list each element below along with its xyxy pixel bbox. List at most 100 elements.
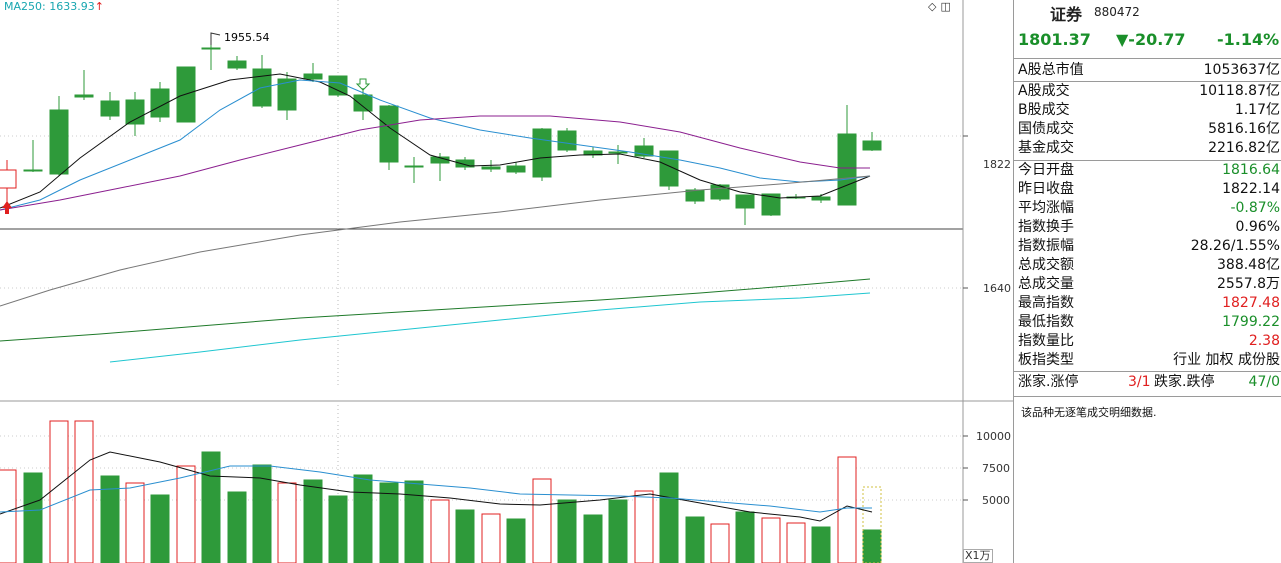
ma20-line	[0, 115, 870, 211]
market-cap-value: 1053637亿	[1203, 62, 1280, 78]
stat-label: 今日开盘	[1018, 162, 1074, 178]
volume-tick-5000: 5000	[982, 494, 1010, 507]
stat-value: 388.48亿	[1217, 257, 1280, 273]
candle-body	[634, 145, 654, 157]
up-value: 3/1	[1128, 374, 1151, 390]
volume-bar	[100, 475, 120, 563]
stat-label: 昨日收盘	[1018, 181, 1074, 197]
volume-bar	[404, 480, 424, 563]
volume-bar	[125, 482, 145, 563]
candle-body	[303, 73, 323, 80]
volume-bar	[277, 482, 297, 563]
ma120-line	[0, 278, 871, 342]
trade-row: A股成交 10118.87亿	[1014, 82, 1281, 101]
stat-label: 指数量比	[1018, 333, 1074, 349]
stat-label: 总成交量	[1018, 276, 1074, 292]
sector-code: 880472	[1094, 5, 1140, 19]
stat-row: 平均涨幅 -0.87%	[1014, 199, 1281, 218]
candle-body	[735, 194, 755, 209]
no-tick-data-message: 该品种无逐笔成交明细数据.	[1021, 406, 1157, 419]
volume-bar	[557, 499, 577, 563]
trade-row: B股成交 1.17亿	[1014, 101, 1281, 120]
stat-value: 1799.22	[1222, 314, 1280, 330]
settings-icon[interactable]: ◫	[940, 0, 951, 13]
trade-row: 国债成交 5816.16亿	[1014, 120, 1281, 139]
volume-bar	[379, 482, 399, 563]
volume-bar	[303, 479, 323, 563]
candle-body	[100, 100, 120, 117]
volume-bar	[176, 465, 196, 563]
candle-body	[353, 94, 373, 112]
divider	[1014, 160, 1281, 161]
candle-body	[23, 169, 43, 172]
market-cap-label: A股总市值	[1018, 62, 1084, 78]
stat-label: 板指类型	[1018, 352, 1074, 368]
volume-unit-button[interactable]: X1万	[963, 549, 993, 563]
volume-bar	[659, 472, 679, 563]
stat-row: 指数换手 0.96%	[1014, 218, 1281, 237]
stat-value: 28.26/1.55%	[1190, 238, 1280, 254]
volume-bar	[862, 529, 882, 563]
trade-label: B股成交	[1018, 102, 1070, 118]
stat-row: 最高指数 1827.48	[1014, 294, 1281, 313]
stat-value: 1822.14	[1222, 181, 1280, 197]
volume-bar	[328, 495, 348, 563]
volume-bar	[786, 522, 806, 563]
stat-row: 最低指数 1799.22	[1014, 313, 1281, 332]
volume-bar	[252, 464, 272, 563]
divider	[1014, 396, 1281, 397]
trade-label: 基金成交	[1018, 140, 1074, 156]
stat-value: 行业 加权 成份股	[1173, 352, 1280, 368]
volume-bar	[761, 517, 781, 563]
candle-body	[455, 159, 475, 168]
price-tick-1822: 1822	[983, 158, 1011, 171]
trade-label: A股成交	[1018, 83, 1070, 99]
stat-value: 0.96%	[1235, 219, 1280, 235]
kline-svg[interactable]	[0, 0, 1013, 563]
candle-body	[277, 78, 297, 111]
price-change: ▼-20.77	[1116, 30, 1186, 49]
volume-bar	[583, 514, 603, 563]
chart-toolbar: ◇ ◫	[928, 0, 955, 13]
volume-bar	[634, 490, 654, 563]
candle-body	[227, 60, 247, 69]
stat-value: 1816.64	[1222, 162, 1280, 178]
volume-bar	[455, 509, 475, 563]
trade-row: 基金成交 2216.82亿	[1014, 139, 1281, 158]
candle-body	[404, 165, 424, 168]
stat-label: 指数换手	[1018, 219, 1074, 235]
ma250-line	[109, 292, 871, 363]
sector-name: 证券	[1050, 5, 1083, 24]
divider	[1014, 371, 1281, 372]
candle-body	[0, 169, 17, 189]
volume-bar	[811, 526, 831, 563]
ma60-line	[0, 175, 871, 307]
diamond-icon[interactable]: ◇	[928, 0, 937, 13]
volume-bar	[735, 511, 755, 563]
volume-bar	[201, 451, 221, 563]
candle-body	[532, 128, 552, 178]
volume-bar	[0, 469, 17, 563]
volume-bar	[150, 494, 170, 563]
trade-value: 5816.16亿	[1208, 121, 1280, 137]
candle-body	[150, 88, 170, 118]
stat-label: 总成交额	[1018, 257, 1074, 273]
sell-arrow-icon	[355, 78, 371, 91]
volume-bar	[23, 472, 43, 563]
stat-row: 指数量比 2.38	[1014, 332, 1281, 351]
kline-chart[interactable]: MA250: 1633.93↑ ◇ ◫ 1955.54 1822 1640 100…	[0, 0, 1013, 563]
trade-value: 10118.87亿	[1199, 83, 1280, 99]
divider	[1014, 58, 1281, 59]
volume-bar	[481, 513, 501, 563]
stat-value: 2557.8万	[1217, 276, 1280, 292]
trade-label: 国债成交	[1018, 121, 1074, 137]
candle-body	[685, 189, 705, 202]
candle-body	[862, 140, 882, 151]
volume-forecast-box	[862, 486, 882, 563]
ma250-label: MA250: 1633.93↑	[4, 0, 104, 13]
up-label: 涨家.涨停	[1018, 374, 1079, 390]
ma250-arrow-icon: ↑	[94, 0, 104, 13]
breadth-row: 涨家.涨停 3/1 跌家.跌停 47/0	[1014, 373, 1281, 392]
volume-tick-10000: 10000	[976, 430, 1011, 443]
candle-body	[761, 193, 781, 216]
